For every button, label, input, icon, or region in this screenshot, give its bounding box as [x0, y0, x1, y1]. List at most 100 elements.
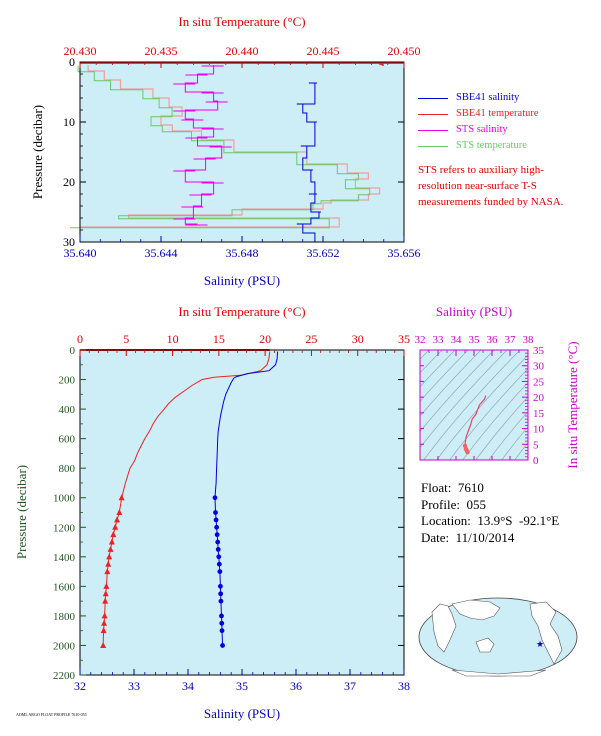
bottom-x2-tick-label: 35 [398, 332, 410, 346]
ts-density-contour [420, 350, 508, 449]
ts-y-tick-label: 0 [533, 455, 539, 467]
bottom-salinity-bottle-marker [215, 539, 221, 545]
bottom-salinity-bottle-marker [216, 554, 222, 560]
top-x-tick-label: 35.644 [145, 246, 178, 260]
bottom-temperature-bottle-marker [114, 516, 121, 523]
top-x2-tick-label: 20.440 [226, 44, 259, 58]
ts-density-contour [514, 442, 528, 460]
bottom-salinity-bottle-marker [212, 495, 218, 501]
bottom-salinity-bottle-marker [216, 561, 222, 567]
bottom-salinity-bottle-marker [218, 598, 224, 604]
bottom-y-title: Pressure (decibar) [14, 465, 29, 559]
top-y-tick-label: 30 [63, 235, 75, 249]
bottom-x2-tick-label: 20 [259, 332, 271, 346]
bottom-salinity-bottle-marker [214, 532, 220, 538]
bottom-salinity-bottle-marker [215, 547, 221, 552]
figure-id: AOML ARGO FLOAT PROFILE 7610-055 [16, 712, 87, 717]
top-sbe41-temperature-point [380, 63, 383, 66]
bottom-salinity-bottle-marker [219, 620, 225, 626]
bottom-temperature-bottle-marker [106, 553, 113, 560]
map-land-australia [475, 637, 495, 653]
world-map: ★ [418, 597, 578, 677]
bottom-x2-title: In situ Temperature (°C) [178, 304, 305, 319]
legend-item: SBE41 temperature [418, 106, 539, 122]
top-y-tick-label: 0 [69, 55, 75, 69]
top-series-sts-salinity [184, 65, 223, 225]
bottom-y-tick-label: 0 [70, 345, 76, 357]
bottom-y-tick-label: 200 [59, 375, 76, 387]
ts-y-tick-label: 5 [533, 439, 539, 451]
bottom-salinity-bottle-marker [213, 517, 219, 523]
legend-label: STS temperature [456, 140, 527, 151]
top-series-sbe41-salinity [302, 83, 320, 243]
float-info: Float: 7610 Profile: 055 Location: 13.9°… [421, 480, 559, 546]
bottom-y-tick-label: 600 [59, 434, 76, 446]
ts-x-title: Salinity (PSU) [436, 304, 512, 319]
bottom-temperature-bottle-marker [101, 619, 108, 626]
ts-density-contour [449, 368, 528, 460]
bottom-x2-tick-label: 25 [305, 332, 317, 346]
bottom-x2-tick-label: 0 [77, 332, 83, 346]
ts-x-tick-label: 33 [433, 334, 445, 346]
legend-swatch [418, 130, 448, 131]
map-land-antarctica [451, 669, 547, 677]
bottom-temperature-bottle-marker [107, 545, 114, 552]
bottom-temperature-bottle-marker [102, 597, 109, 604]
legend-item: SBE41 salinity [418, 90, 539, 106]
top-x-tick-label: 35.648 [226, 246, 259, 260]
ts-x-tick-label: 37 [505, 334, 517, 346]
bottom-x2-tick-label: 10 [167, 332, 179, 346]
top-x2-tick-label: 20.430 [64, 44, 97, 58]
bottom-salinity-bottle-marker [218, 583, 223, 589]
ts-density-contour [475, 396, 528, 460]
bottom-temperature-bottle-marker [103, 582, 110, 589]
map-land-asia [451, 599, 501, 621]
bottom-y-tick-label: 2000 [53, 640, 76, 652]
bottom-y-tick-label: 1000 [53, 493, 76, 505]
ts-y-tick-label: 30 [533, 361, 545, 373]
bottom-salinity-bottle-marker [220, 643, 225, 648]
bottom-salinity-bottle-marker [219, 628, 225, 634]
top-x2-title: In situ Temperature (°C) [178, 14, 305, 29]
ts-bottle-marker [465, 449, 470, 455]
ts-density-contour [501, 426, 528, 460]
legend-label: SBE41 temperature [456, 108, 539, 119]
bottom-salinity-bottle-marker [214, 524, 220, 530]
bottom-temperature-bottle-marker [101, 612, 108, 619]
legend-swatch [418, 98, 448, 99]
ts-density-contour [420, 350, 482, 417]
bottom-temperature-bottle-marker [112, 523, 119, 530]
bottom-x2-tick-label: 30 [352, 332, 364, 346]
legend-swatch [418, 114, 448, 115]
ts-y-title: In situ Temperature (°C) [565, 341, 580, 468]
legend-item: STS salinity [418, 122, 539, 138]
ts-density-contour [488, 410, 528, 460]
bottom-x2-tick-label: 15 [213, 332, 225, 346]
bottom-temperature-bottle-marker [104, 568, 111, 575]
bottom-temperature-bottle-marker [105, 560, 112, 567]
bottom-x2-tick-label: 5 [123, 332, 129, 346]
ts-panel: 32 33 34 35 36 37 38 0 5 10 15 20 25 30 35 Salinity (P… [415, 304, 581, 469]
bottom-temperature-bottle-marker [102, 590, 109, 597]
ts-x-tick-label: 38 [523, 334, 535, 346]
float-location-marker: ★ [536, 639, 544, 649]
top-x-tick-label: 35.652 [307, 246, 340, 260]
ts-x-tick-label: 34 [451, 334, 463, 346]
bottom-temperature-bottle-marker [100, 627, 107, 634]
ts-density-contour [420, 350, 430, 360]
bottom-temperature-bottle-marker [110, 531, 117, 538]
float-location: Location: 13.9°S -92.1°E [421, 513, 560, 528]
ts-density-contour [420, 350, 495, 432]
bottom-salinity-bottle-marker [217, 569, 223, 574]
profile-number: Profile: 055 [421, 496, 486, 512]
bottom-temperature-bottle-marker [118, 494, 125, 501]
ts-x-tick-label: 35 [469, 334, 481, 346]
bottom-plot-area [80, 350, 404, 675]
ts-y-tick-label: 10 [533, 424, 545, 436]
top-sbe41-temperature-point [381, 62, 384, 65]
top-series-sts-temperature [70, 65, 371, 229]
top-series-sts-temperature-shadow [80, 65, 381, 228]
ts-y-tick-label: 25 [533, 376, 545, 388]
ts-y-tick-label: 20 [533, 392, 545, 404]
